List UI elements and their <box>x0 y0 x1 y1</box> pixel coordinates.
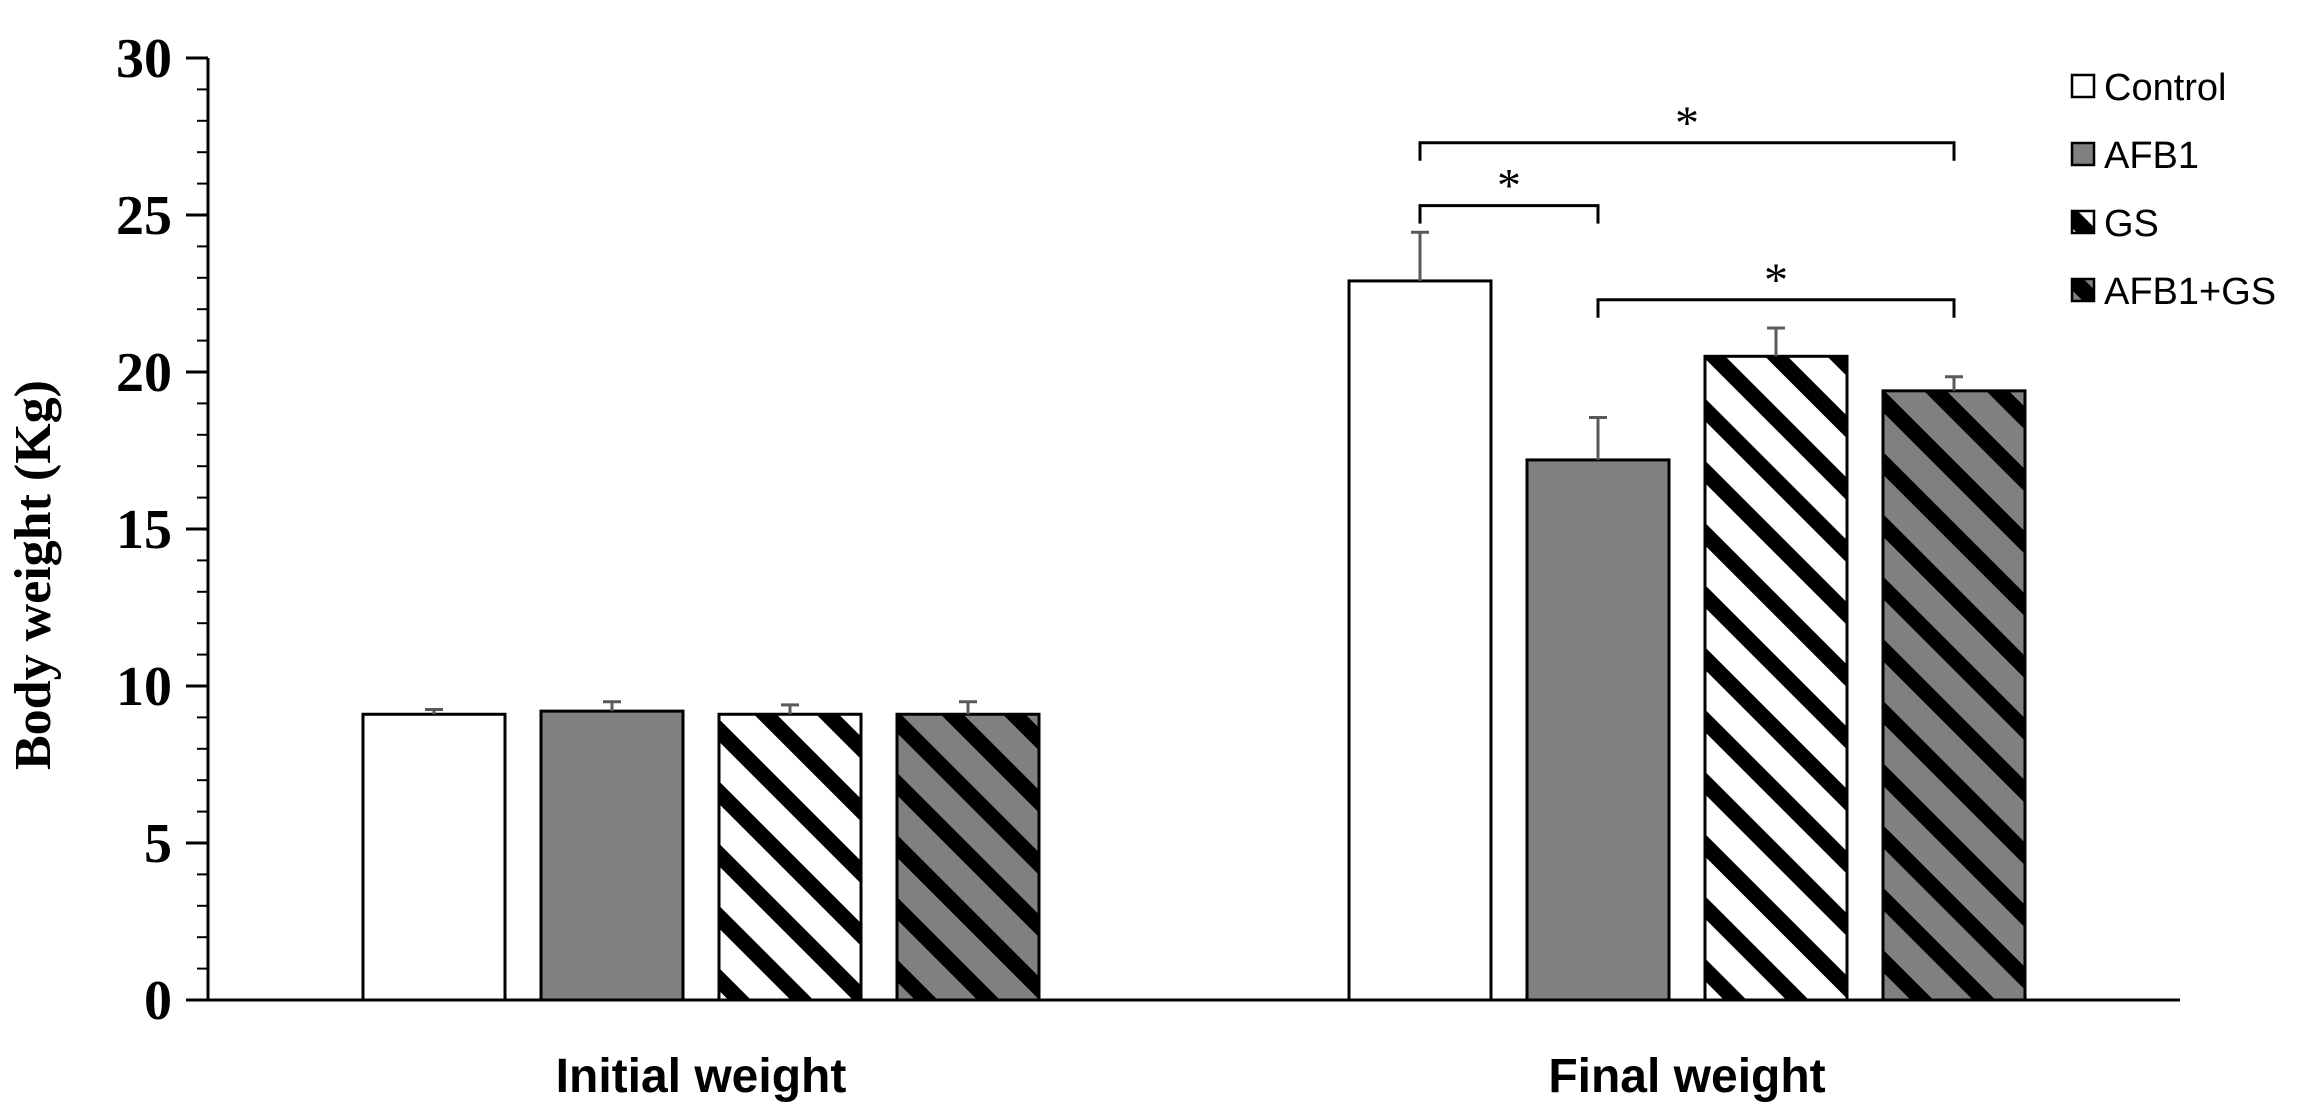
significance-label: * <box>1675 97 1699 150</box>
legend-swatch <box>2070 277 2096 303</box>
bar-afb1-0 <box>539 709 685 1002</box>
legend-swatch <box>2070 73 2096 99</box>
bars <box>361 279 2027 1002</box>
significance-bracket <box>1418 141 1956 161</box>
y-tick-label: 10 <box>116 656 172 718</box>
bar-afb1-gs-0 <box>895 712 1041 1002</box>
bar-control-1 <box>1347 279 1493 1002</box>
bar-control-0 <box>361 712 507 1002</box>
y-axis-label: Body weight (Kg) <box>5 380 62 770</box>
error-bars <box>425 230 1963 715</box>
significance-brackets: * * * <box>1418 97 1956 318</box>
legend-swatch <box>2070 141 2096 167</box>
bar-afb1-gs-1 <box>1881 389 2027 1002</box>
legend-swatch <box>2070 209 2096 235</box>
bar-gs-0 <box>717 712 863 1002</box>
legend-label: Control <box>2104 67 2227 109</box>
y-tick-label: 30 <box>116 28 172 90</box>
y-tick-label: 25 <box>116 185 172 247</box>
legend-label: AFB1 <box>2104 135 2199 177</box>
y-tick-label: 5 <box>144 813 172 875</box>
significance-label: * <box>1764 254 1788 307</box>
significance-label: * <box>1497 160 1521 213</box>
bar-afb1-1 <box>1525 458 1671 1002</box>
y-tick-label: 20 <box>116 342 172 404</box>
legend-label: AFB1+GS <box>2104 271 2276 313</box>
y-tick-label: 15 <box>116 499 172 561</box>
significance-bracket <box>1418 204 1600 224</box>
legend-label: GS <box>2104 203 2159 245</box>
significance-bracket <box>1596 298 1956 318</box>
y-tick-label: 0 <box>144 970 172 1032</box>
bar-gs-1 <box>1703 354 1849 1002</box>
category-label: Final weight <box>1548 1050 1825 1103</box>
legend: Control AFB1 GS AFB1+GS <box>2070 67 2276 313</box>
category-labels: Initial weight Final weight <box>556 1050 1826 1103</box>
category-label: Initial weight <box>556 1050 847 1103</box>
y-axis-ticks: 0 5 10 15 20 25 30 <box>116 28 208 1032</box>
